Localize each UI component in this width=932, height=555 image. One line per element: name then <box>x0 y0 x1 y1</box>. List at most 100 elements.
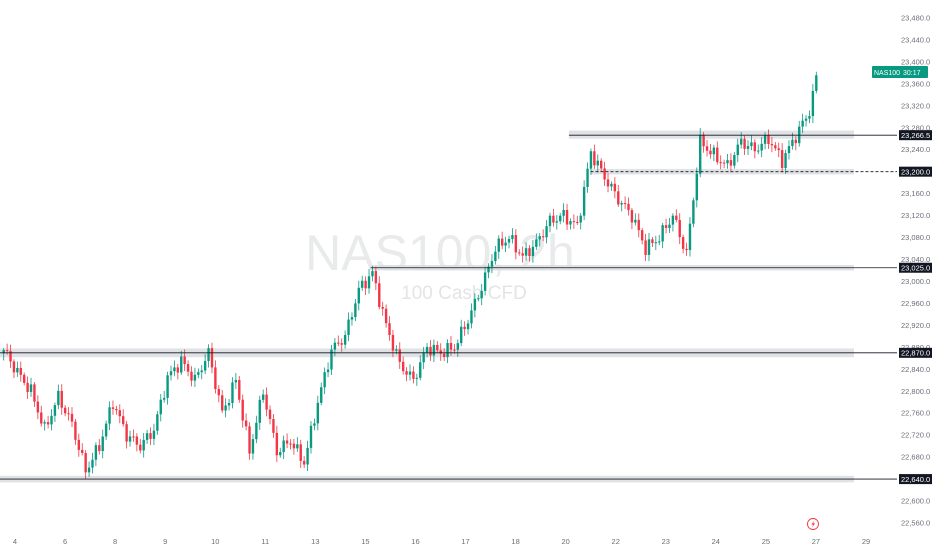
candle-body <box>439 350 442 354</box>
candle-body <box>186 364 190 372</box>
x-tick-label: 29 <box>862 537 870 546</box>
candle-body <box>337 342 340 344</box>
candle <box>313 418 316 431</box>
candle <box>94 442 98 467</box>
candle-body <box>326 369 330 373</box>
candle <box>654 235 658 251</box>
candle <box>279 447 282 458</box>
candle <box>480 283 483 306</box>
candle <box>203 353 207 375</box>
candle-body <box>378 283 381 307</box>
candle <box>81 443 84 456</box>
candle <box>166 371 169 405</box>
candle-body <box>760 143 763 151</box>
candle <box>268 405 272 425</box>
y-tick-label: 23,480.0 <box>901 13 930 22</box>
candle-body <box>350 317 354 320</box>
candle <box>115 405 118 415</box>
watermark-title: NAS100, 2h <box>305 225 575 281</box>
candle-body <box>159 399 162 415</box>
candle-body <box>306 447 309 465</box>
candle-body <box>777 148 780 151</box>
candle <box>681 234 685 254</box>
candle-body <box>77 439 81 450</box>
candle <box>357 280 360 311</box>
candle-body <box>169 371 173 376</box>
candle-body <box>507 238 511 243</box>
candle-body <box>217 388 220 396</box>
candle-body <box>722 162 726 164</box>
candle <box>186 360 190 377</box>
candle <box>193 367 197 388</box>
candle-body <box>497 238 500 252</box>
candle-body <box>405 371 408 375</box>
candle <box>111 400 115 415</box>
candle <box>627 197 630 216</box>
candle-body <box>483 272 487 291</box>
candle <box>118 404 121 424</box>
candle-body <box>500 238 504 246</box>
candle <box>685 242 688 256</box>
candle-body <box>757 150 760 152</box>
candle <box>378 276 381 310</box>
time-axis[interactable]: 4 6 8 9 10 11 13 15 16 17 18 20 22 23 24 25 27 29 <box>13 537 870 546</box>
candle <box>579 212 582 230</box>
candle <box>139 438 142 454</box>
candle <box>296 437 299 452</box>
candle-body <box>473 298 477 311</box>
candle-body <box>101 436 104 452</box>
candle-body <box>780 150 784 169</box>
price-axis[interactable]: 23,480.0 23,440.0 23,400.0 23,360.0 23,320.0… <box>899 13 932 528</box>
candle <box>804 115 808 127</box>
candle <box>770 137 774 153</box>
candle <box>320 382 323 406</box>
candle <box>733 152 736 169</box>
candle-body <box>289 443 292 445</box>
candle <box>582 180 586 221</box>
candle <box>323 367 326 395</box>
y-tick-label: 23,400.0 <box>901 57 930 66</box>
candle-body <box>221 395 224 411</box>
y-tick-label: 23,120.0 <box>901 211 930 220</box>
candle <box>302 456 306 469</box>
candle <box>425 343 429 358</box>
lightning-icon[interactable] <box>807 518 819 530</box>
candle-body <box>504 242 507 246</box>
candle-body <box>774 145 777 149</box>
candle <box>224 398 227 418</box>
candle-body <box>589 151 593 169</box>
candle-body <box>664 225 668 228</box>
candle-body <box>57 390 60 406</box>
candle-body <box>320 387 323 403</box>
candle <box>261 389 265 403</box>
candle-body <box>671 215 675 225</box>
candle <box>477 294 480 302</box>
candle <box>767 129 770 149</box>
candle <box>159 393 162 422</box>
candle <box>500 231 504 250</box>
candle-body <box>244 420 248 427</box>
candle-body <box>668 224 671 228</box>
candle <box>53 402 57 422</box>
candle-body <box>183 356 186 365</box>
candle-body <box>815 75 818 91</box>
candle-body <box>224 405 227 411</box>
candle-body <box>569 221 572 225</box>
candle <box>419 355 422 381</box>
candle <box>74 418 77 445</box>
candle-body <box>456 343 459 350</box>
candle <box>340 338 343 352</box>
x-tick-label: 20 <box>561 537 569 546</box>
candle <box>507 235 511 249</box>
candle <box>84 450 87 480</box>
candle-body <box>347 319 350 336</box>
candle-body <box>712 147 716 155</box>
candle-body <box>538 236 541 240</box>
candle <box>173 360 176 377</box>
candle-body <box>470 310 473 324</box>
candle <box>705 140 709 157</box>
y-tick-label: 23,280.0 <box>901 123 930 132</box>
candle-body <box>234 380 238 383</box>
